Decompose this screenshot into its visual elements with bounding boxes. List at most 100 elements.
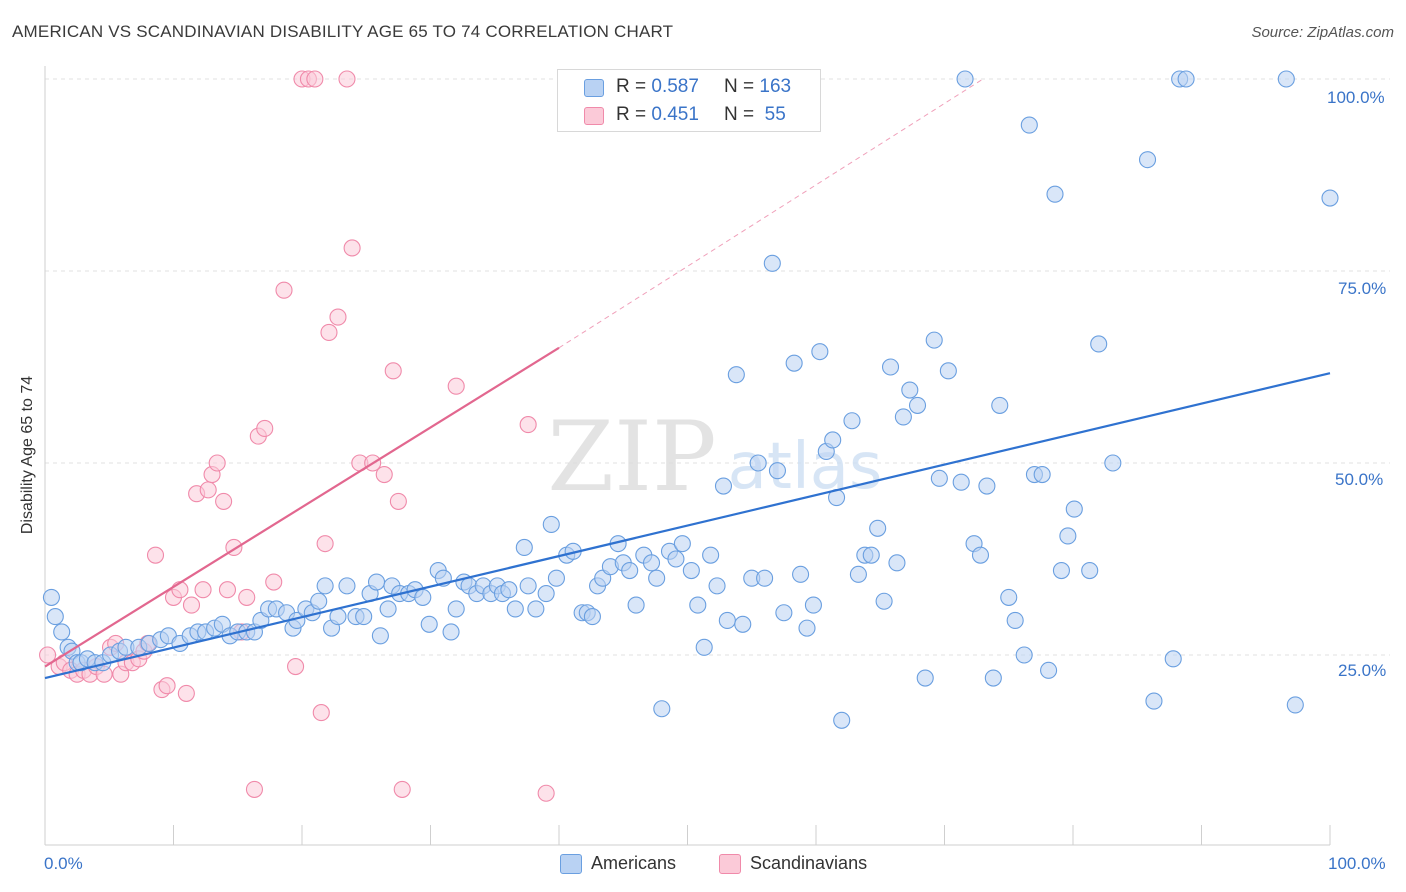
american-point [798, 619, 816, 637]
american-point [714, 477, 733, 495]
y-tick-label-75: 75.0% [1338, 279, 1387, 298]
american-point [1090, 335, 1108, 353]
stats-legend: R = 0.587 N = 163 R = 0.451 N = 55 [557, 69, 821, 132]
american-point [775, 604, 793, 622]
american-point [627, 596, 645, 614]
american-point [673, 535, 691, 553]
scandinavian-point [194, 581, 212, 599]
american-point [862, 546, 880, 564]
y-tick-label-50: 50.0% [1335, 470, 1384, 489]
stats-legend-row-scandinavians: R = 0.451 N = 55 [558, 101, 820, 129]
american-point [708, 577, 726, 595]
scandinavians-n-value: 55 [759, 104, 786, 125]
american-point [763, 254, 781, 272]
scandinavian-point [238, 588, 256, 606]
scandinavians-swatch [584, 107, 604, 125]
american-point [355, 608, 373, 626]
scandinavians-trend-extension [558, 78, 984, 349]
american-point [414, 588, 432, 606]
y-tick-label-25: 25.0% [1338, 661, 1387, 680]
american-point [749, 454, 767, 472]
scandinavian-point [316, 535, 334, 553]
american-point [1015, 646, 1033, 664]
american-point [1020, 116, 1038, 134]
american-point [442, 623, 460, 641]
stats-legend-row-americans: R = 0.587 N = 163 [558, 73, 820, 101]
grid-lines [45, 78, 1390, 656]
axes [44, 66, 1331, 846]
american-point [621, 561, 639, 580]
american-point [1277, 70, 1295, 88]
americans-swatch [584, 79, 604, 97]
american-point [519, 577, 537, 595]
americans-n-label: N = [724, 76, 760, 97]
american-point [756, 569, 774, 587]
american-point [869, 519, 887, 537]
american-point [329, 608, 347, 626]
american-point [648, 569, 666, 587]
american-point [1006, 611, 1024, 629]
american-point [338, 577, 356, 595]
american-point [824, 431, 842, 449]
american-point [316, 577, 334, 595]
american-point [447, 600, 465, 618]
american-point [978, 477, 996, 495]
american-point [1059, 527, 1077, 545]
chart-title: AMERICAN VS SCANDINAVIAN DISABILITY AGE … [12, 22, 674, 41]
american-point [843, 412, 861, 430]
scandinavian-point [177, 684, 195, 702]
american-point [1040, 661, 1058, 679]
american-point [833, 711, 851, 729]
american-point [527, 600, 545, 618]
scandinavians-points [39, 70, 555, 802]
american-point [667, 550, 685, 568]
american-point [1046, 185, 1064, 203]
american-point [1138, 151, 1157, 169]
scandinavian-point [312, 704, 330, 722]
american-point [768, 462, 787, 480]
american-point [1081, 561, 1099, 580]
scandinavian-point [208, 454, 226, 472]
scandinavian-point [447, 377, 465, 395]
american-point [984, 669, 1002, 687]
scandinavian-point [393, 780, 411, 798]
american-point [1177, 70, 1195, 88]
american-point [939, 362, 957, 380]
american-point [695, 638, 713, 656]
american-point [542, 515, 560, 533]
american-point [653, 700, 671, 718]
american-point [1000, 588, 1018, 606]
scandinavians-n-label: N = [724, 104, 760, 125]
american-point [1321, 189, 1339, 207]
scandinavian-point [384, 362, 402, 380]
scandinavian-point [245, 780, 264, 798]
watermark-zip: ZIP [547, 401, 716, 513]
american-point [971, 546, 990, 564]
scandinavian-point [287, 657, 305, 676]
american-point [379, 600, 397, 618]
scandinavian-point [146, 546, 165, 564]
american-point [811, 343, 829, 361]
scandinavians-r-value: 0.451 [651, 104, 699, 125]
american-point [1065, 500, 1083, 518]
american-point [702, 546, 720, 564]
scandinavian-point [199, 481, 217, 499]
american-point [371, 627, 389, 645]
american-point [718, 611, 736, 629]
scandinavian-point [39, 646, 57, 664]
american-point [1052, 561, 1070, 580]
american-point [500, 581, 518, 599]
series-legend: Americans Scandinavians [558, 852, 898, 876]
source-label: Source: ZipAtlas.com [1251, 24, 1394, 41]
scandinavians-trend-line [44, 346, 560, 668]
legend-scandinavians-swatch [719, 854, 741, 874]
scandinavian-point [256, 419, 274, 437]
american-point [642, 554, 661, 572]
american-point [420, 615, 438, 633]
american-point [682, 561, 700, 580]
scandinavian-point [215, 492, 233, 510]
american-point [908, 396, 927, 414]
scandinavian-point [537, 784, 555, 802]
americans-trend-line [44, 372, 1331, 680]
american-point [689, 596, 707, 614]
